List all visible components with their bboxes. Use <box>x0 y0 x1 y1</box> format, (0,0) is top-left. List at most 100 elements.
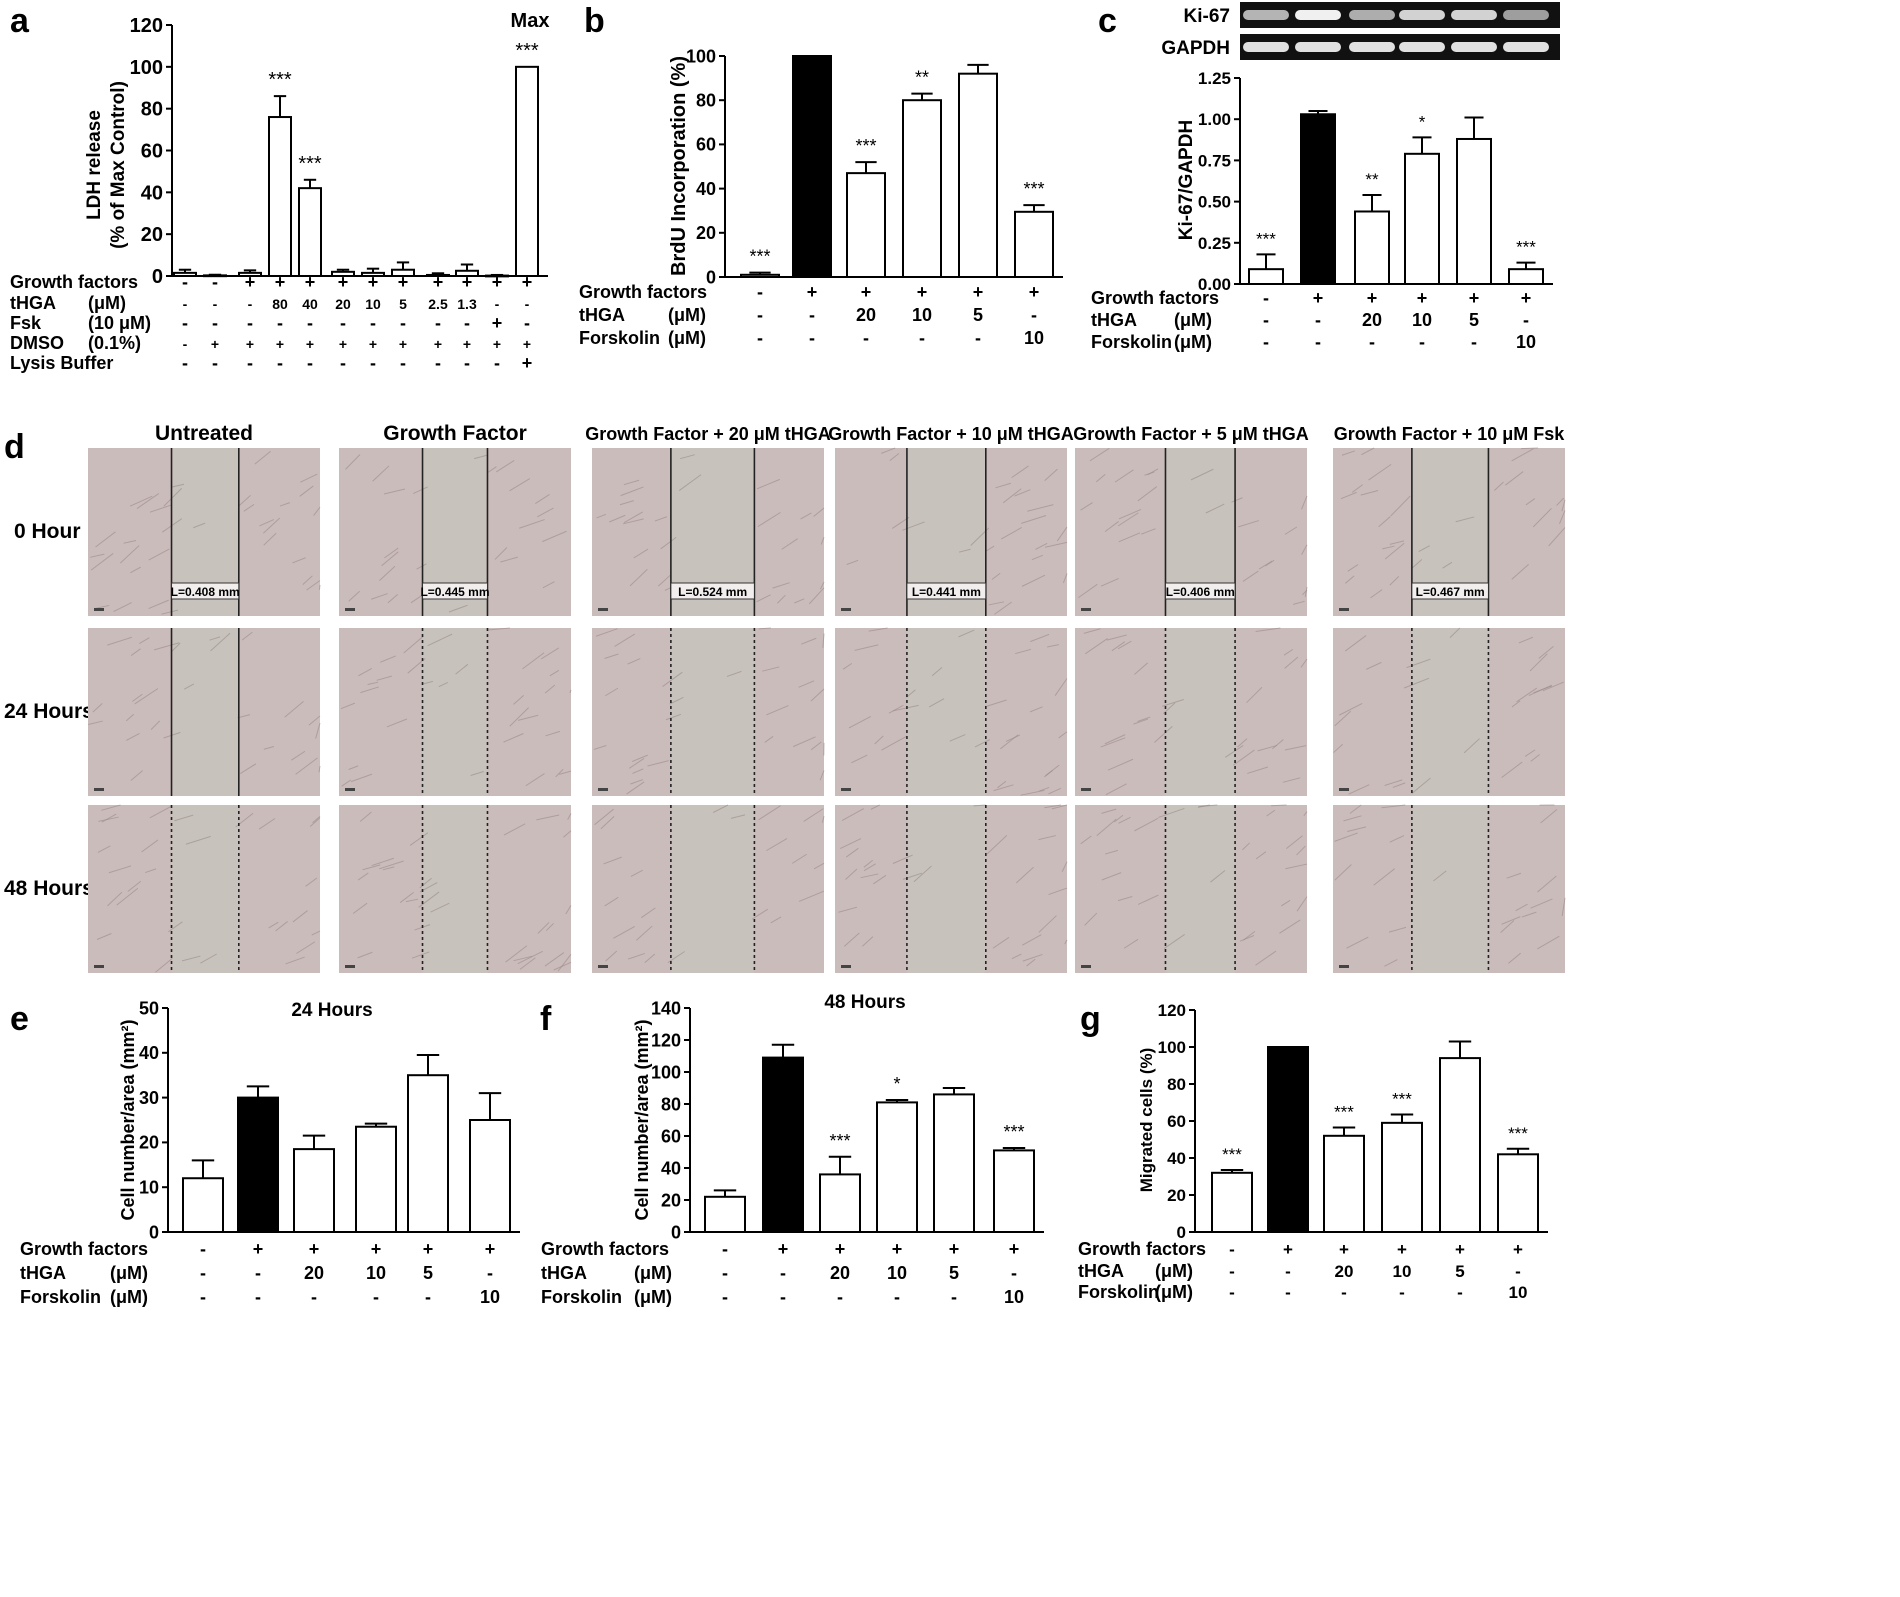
cell-texture <box>123 540 137 544</box>
row-cell: - <box>863 328 869 348</box>
cell-texture <box>986 699 1007 707</box>
row-cell: - <box>1419 332 1425 352</box>
row-cell: - <box>525 296 530 312</box>
significance-label: *** <box>1003 1122 1024 1142</box>
cell-texture <box>305 877 318 887</box>
bar-4 <box>1381 1121 1423 1233</box>
y-tick-label: 30 <box>139 1088 159 1108</box>
panel-g-chart: g 0 20 40 60 80 100 120 Migrated cells (%) *** ***… <box>1078 1000 1548 1302</box>
cell-texture <box>1048 787 1062 795</box>
row-cell: - <box>200 1287 206 1307</box>
y-tick-label: 0 <box>706 267 716 287</box>
cell-texture <box>1296 896 1308 912</box>
scale-bar <box>841 965 851 968</box>
cell-texture <box>1559 510 1566 525</box>
cell-texture <box>126 732 140 741</box>
row-cell: 20 <box>856 305 876 325</box>
bar-3 <box>293 1148 335 1233</box>
row-cell: - <box>247 353 253 373</box>
cell-texture <box>470 770 484 777</box>
row-cell: 10 <box>1412 310 1432 330</box>
y-tick-label: 20 <box>139 1133 159 1153</box>
y-tick-label: 0 <box>149 1222 159 1242</box>
row-unit: (μM) <box>1174 332 1212 352</box>
cell-texture <box>161 609 179 615</box>
cell-texture <box>357 951 373 959</box>
row-label: Forskolin <box>1078 1282 1159 1302</box>
cell-texture <box>1163 702 1176 714</box>
row-cell: + <box>861 282 872 302</box>
row-header: 24 Hours <box>4 700 94 723</box>
chart-title: 48 Hours <box>824 992 905 1013</box>
cell-texture <box>1525 498 1536 506</box>
cell-texture <box>605 950 618 962</box>
cell-texture <box>1411 559 1423 569</box>
cell-texture <box>313 506 321 516</box>
cell-texture <box>495 459 515 473</box>
cell-texture <box>553 961 572 971</box>
cell-texture <box>1418 545 1430 553</box>
y-tick-label: 120 <box>1158 1001 1186 1020</box>
row-cell: + <box>1339 1240 1349 1259</box>
cell-texture <box>567 813 572 820</box>
y-tick-label: 20 <box>696 223 716 243</box>
cell-texture <box>851 754 868 764</box>
row-unit: (μM) <box>634 1287 672 1307</box>
row-cell: + <box>1417 288 1428 308</box>
cell-texture <box>200 953 217 964</box>
cell-texture <box>536 507 554 518</box>
cell-texture <box>559 770 572 775</box>
row-cell: - <box>183 336 188 352</box>
cell-texture <box>149 504 171 513</box>
scale-bar <box>345 965 355 968</box>
cell-texture <box>1039 786 1050 792</box>
row-unit: (μM) <box>1155 1282 1193 1302</box>
cell-texture <box>1384 779 1403 786</box>
y-tick-label: 0.50 <box>1198 193 1231 212</box>
row-cell: - <box>487 1263 493 1283</box>
cell-texture <box>1246 686 1263 704</box>
y-tick-label: 0.00 <box>1198 275 1231 294</box>
cell-texture <box>412 486 428 495</box>
row-cell: + <box>485 1239 496 1259</box>
cell-texture <box>902 521 925 531</box>
row-cell: + <box>338 272 349 292</box>
scratch-gap <box>670 805 755 973</box>
cell-texture <box>1078 583 1098 599</box>
scratch-gap <box>422 805 488 973</box>
row-cell: 10 <box>1516 332 1536 352</box>
cell-texture <box>1265 559 1275 567</box>
cell-texture <box>275 921 288 932</box>
scratch-gap <box>1411 805 1489 973</box>
cell-texture <box>1062 573 1068 584</box>
y-tick-label: 20 <box>1167 1186 1186 1205</box>
row-label: DMSO <box>10 333 64 353</box>
bar-5 <box>958 72 998 279</box>
cell-texture <box>1224 745 1244 758</box>
row-cell: + <box>1029 282 1040 302</box>
cell-texture <box>665 713 682 721</box>
cell-texture <box>813 507 825 517</box>
column-header: Growth Factor + 10 μM Fsk <box>1334 424 1566 444</box>
row-cell: 10 <box>887 1263 907 1283</box>
row-label: Forskolin <box>20 1287 101 1307</box>
row-cell: + <box>463 336 471 352</box>
y-tick-label: 120 <box>651 1030 681 1050</box>
row-unit: (μM) <box>668 305 706 325</box>
cell-texture <box>193 522 206 529</box>
cell-texture <box>1272 739 1284 750</box>
y-tick-label: 80 <box>696 91 716 111</box>
cell-texture <box>243 503 255 512</box>
cell-texture <box>888 704 904 714</box>
cell-texture <box>1463 738 1480 754</box>
row-cell: + <box>462 272 473 292</box>
cell-texture <box>1035 542 1048 550</box>
row-cell: + <box>246 336 254 352</box>
cell-texture <box>427 633 453 647</box>
cell-texture <box>181 955 201 962</box>
cell-texture <box>240 763 257 774</box>
cell-texture <box>1162 698 1184 707</box>
scale-bar <box>1081 788 1091 791</box>
cell-texture <box>108 865 132 874</box>
